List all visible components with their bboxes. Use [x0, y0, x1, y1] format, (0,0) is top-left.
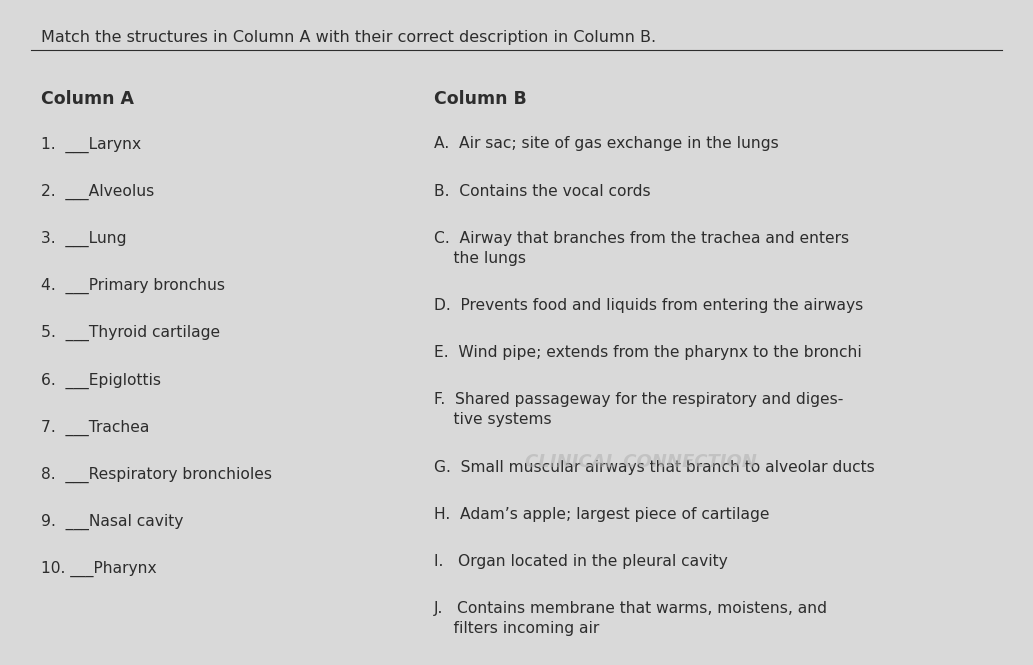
Text: F.  Shared passageway for the respiratory and diges-
    tive systems: F. Shared passageway for the respiratory… [434, 392, 843, 427]
Text: B.  Contains the vocal cords: B. Contains the vocal cords [434, 184, 651, 199]
Text: 8.  ___Respiratory bronchioles: 8. ___Respiratory bronchioles [41, 467, 273, 483]
Text: Column A: Column A [41, 90, 134, 108]
Text: 6.  ___Epiglottis: 6. ___Epiglottis [41, 372, 161, 388]
Text: 9.  ___Nasal cavity: 9. ___Nasal cavity [41, 514, 184, 530]
Text: I.   Organ located in the pleural cavity: I. Organ located in the pleural cavity [434, 554, 727, 569]
Text: 5.  ___Thyroid cartilage: 5. ___Thyroid cartilage [41, 325, 220, 341]
Text: C.  Airway that branches from the trachea and enters
    the lungs: C. Airway that branches from the trachea… [434, 231, 849, 265]
Text: 2.  ___Alveolus: 2. ___Alveolus [41, 184, 155, 200]
Text: E.  Wind pipe; extends from the pharynx to the bronchi: E. Wind pipe; extends from the pharynx t… [434, 345, 862, 360]
Text: 3.  ___Lung: 3. ___Lung [41, 231, 127, 247]
Text: H.  Adam’s apple; largest piece of cartilage: H. Adam’s apple; largest piece of cartil… [434, 507, 770, 522]
Text: 4.  ___Primary bronchus: 4. ___Primary bronchus [41, 278, 225, 294]
Text: 10. ___Pharynx: 10. ___Pharynx [41, 561, 157, 577]
Text: Column B: Column B [434, 90, 527, 108]
Text: Match the structures in Column A with their correct description in Column B.: Match the structures in Column A with th… [41, 30, 656, 45]
Text: 1.  ___Larynx: 1. ___Larynx [41, 136, 142, 152]
Text: CLINICAL CONNECTION: CLINICAL CONNECTION [525, 453, 756, 471]
Text: J.   Contains membrane that warms, moistens, and
    filters incoming air: J. Contains membrane that warms, moisten… [434, 601, 827, 636]
Text: G.  Small muscular airways that branch to alveolar ducts: G. Small muscular airways that branch to… [434, 460, 875, 475]
Text: D.  Prevents food and liquids from entering the airways: D. Prevents food and liquids from enteri… [434, 298, 864, 313]
Text: A.  Air sac; site of gas exchange in the lungs: A. Air sac; site of gas exchange in the … [434, 136, 779, 152]
Text: 7.  ___Trachea: 7. ___Trachea [41, 420, 150, 436]
